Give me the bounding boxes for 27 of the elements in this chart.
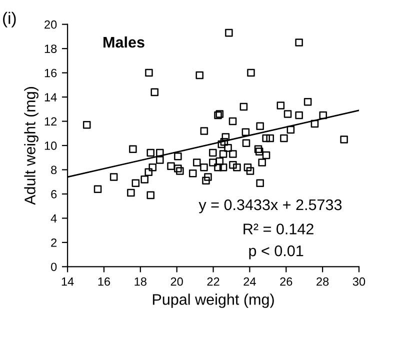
x-axis-title: Pupal weight (mg)	[152, 294, 274, 308]
x-tick-label: 22	[207, 277, 220, 286]
x-tick-label: 26	[280, 277, 292, 286]
y-tick-label: 0	[51, 262, 57, 272]
annotation: R² = 0.142	[244, 224, 314, 234]
annotation: y = 0.3433x + 2.5733	[198, 199, 342, 214]
y-tick-label: 10	[44, 142, 57, 150]
y-tick-label: 4	[50, 214, 57, 222]
y-tick-label: 18	[44, 44, 57, 53]
x-tick-label: 28	[316, 277, 329, 286]
x-tick-label: 16	[98, 277, 110, 286]
y-tick-label: 12	[44, 117, 57, 126]
x-tick-label: 18	[134, 277, 146, 286]
y-tick-label: 2	[51, 238, 57, 247]
text: (i)	[3, 12, 16, 28]
x-tick-label: 30	[352, 277, 366, 286]
y-axis-title: Adult weight (mg)	[24, 87, 38, 205]
y-tick-label: 16	[44, 68, 57, 78]
x-tick-label: 14	[62, 278, 74, 286]
x-tick-label: 20	[170, 277, 183, 286]
annotation: p < 0.01	[249, 245, 304, 260]
x-tick-label: 24	[244, 277, 256, 286]
y-tick-label: 14	[44, 93, 57, 102]
y-tick-label: 20	[44, 20, 57, 29]
y-tick-label: 6	[51, 190, 57, 198]
y-tick-label: 8	[51, 166, 57, 174]
text: Males	[104, 36, 144, 48]
